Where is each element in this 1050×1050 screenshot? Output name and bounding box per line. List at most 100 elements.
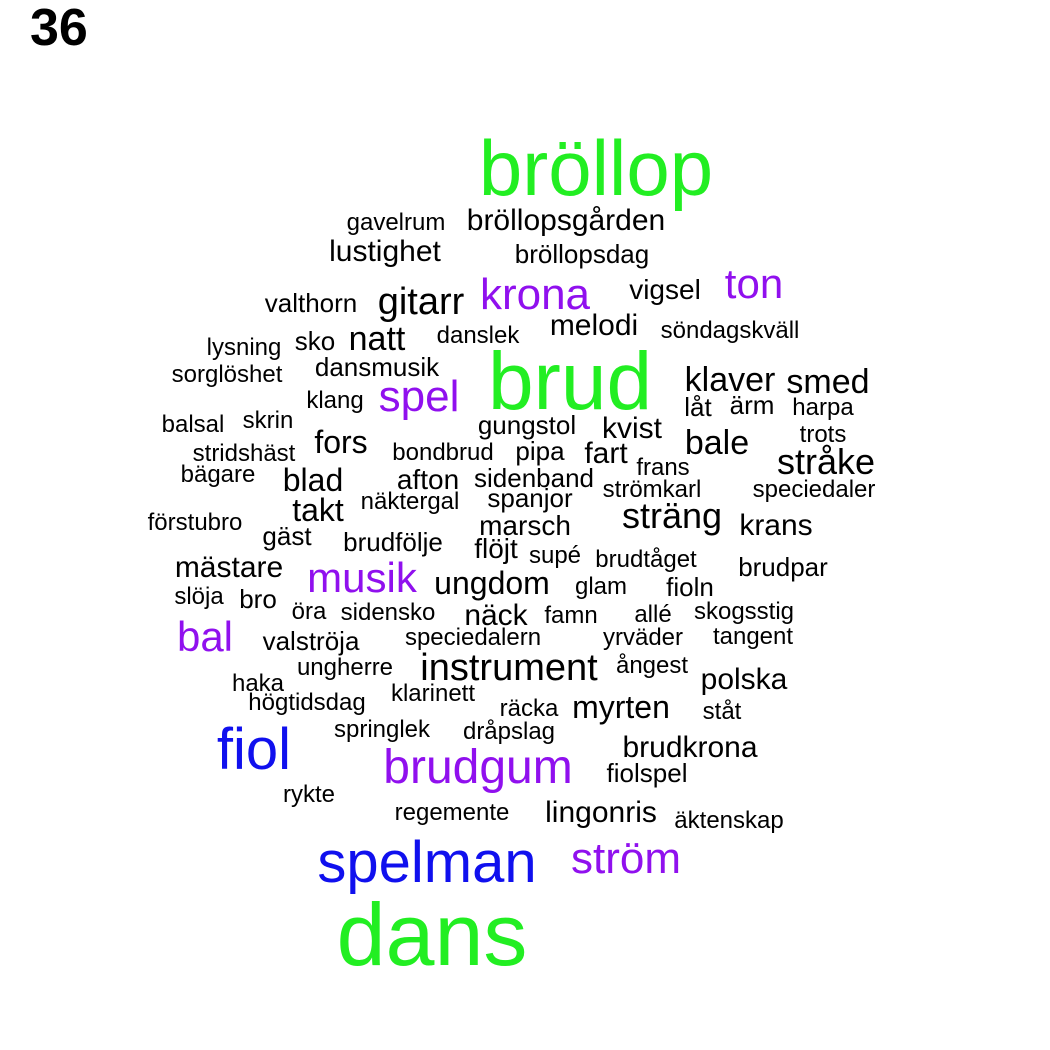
cloud-word: bröllop (478, 124, 714, 212)
cloud-word: afton (396, 464, 460, 495)
panel-number: 36 (30, 0, 88, 57)
cloud-word: regemente (394, 799, 510, 826)
cloud-word: brudfölje (343, 527, 443, 557)
cloud-word: högtidsdag (248, 689, 366, 716)
cloud-word: bale (684, 424, 750, 462)
cloud-word: blad (282, 462, 344, 498)
cloud-word: gavelrum (346, 209, 446, 236)
cloud-word: lingonris (545, 796, 657, 829)
cloud-word: brud (487, 336, 653, 427)
cloud-word: gitarr (377, 281, 465, 323)
cloud-word: skrin (242, 407, 294, 434)
cloud-word: musik (307, 554, 417, 601)
cloud-word: harpa (792, 394, 854, 421)
cloud-word: valströja (262, 626, 360, 656)
cloud-word: öra (291, 598, 327, 625)
cloud-word: gungstol (477, 410, 577, 440)
cloud-word: glam (574, 573, 628, 600)
cloud-word: polska (700, 663, 788, 696)
cloud-word: sko (294, 326, 336, 356)
cloud-word: rykte (282, 781, 336, 808)
cloud-word: brudgum (383, 741, 573, 794)
cloud-word: ungdom (434, 565, 550, 601)
cloud-word: lustighet (329, 235, 441, 268)
cloud-word: skogsstig (693, 598, 795, 625)
cloud-word: ångest (615, 652, 689, 679)
cloud-word: yrväder (602, 624, 684, 651)
cloud-word: sidensko (340, 599, 436, 626)
cloud-word: krona (479, 270, 591, 319)
cloud-word: slöja (174, 583, 224, 610)
cloud-word: mästare (174, 551, 284, 584)
cloud-word: melodi (549, 309, 639, 342)
cloud-word: förstubro (147, 509, 243, 536)
cloud-word: fiol (216, 717, 292, 782)
cloud-word: haka (231, 670, 285, 697)
cloud-word: sträng (621, 495, 723, 536)
cloud-word: myrten (572, 689, 670, 725)
cloud-word: brudkrona (622, 731, 758, 764)
cloud-word: frans (636, 454, 690, 481)
cloud-word: dansmusik (314, 352, 440, 382)
cloud-word: söndagskväll (660, 317, 800, 344)
cloud-word: spel (378, 372, 460, 421)
cloud-word: ståt (702, 698, 742, 725)
cloud-word: ton (724, 260, 784, 307)
cloud-word: marsch (479, 510, 571, 541)
cloud-word: ungherre (296, 654, 394, 681)
cloud-word: räcka (499, 695, 559, 722)
cloud-word: bröllopsdag (514, 239, 650, 269)
cloud-word: äktenskap (674, 807, 784, 834)
cloud-word: kvist (602, 412, 662, 445)
cloud-word: fioln (666, 572, 714, 602)
cloud-word: instrument (420, 647, 598, 689)
cloud-word: stridshäst (192, 440, 296, 467)
cloud-word: sorglöshet (171, 361, 283, 388)
cloud-word: brudpar (738, 552, 828, 582)
cloud-word: bal (176, 613, 234, 660)
cloud-word: smed (786, 363, 870, 401)
cloud-word: ström (571, 834, 681, 883)
cloud-word: brudtåget (595, 546, 697, 573)
cloud-word: fiolspel (606, 758, 688, 788)
cloud-word: flöjt (474, 533, 518, 564)
cloud-word: klang (306, 387, 364, 414)
cloud-word: ärm (729, 390, 775, 420)
cloud-word: låt (684, 392, 712, 422)
cloud-word: vigsel (629, 274, 701, 305)
cloud-word: stråke (776, 441, 876, 482)
cloud-word: dråpslag (462, 718, 556, 745)
cloud-word: famn (544, 602, 598, 629)
cloud-word: klaver (684, 361, 776, 399)
cloud-word: sidenband (474, 463, 594, 493)
cloud-word: krans (739, 509, 813, 542)
cloud-word: bro (239, 584, 277, 614)
cloud-word: gäst (262, 521, 312, 551)
cloud-word: näck (464, 599, 528, 632)
cloud-word: klarinett (390, 680, 476, 707)
cloud-word: takt (292, 492, 344, 528)
cloud-word: danslek (436, 322, 520, 349)
cloud-word: natt (348, 320, 406, 358)
cloud-word: strömkarl (602, 476, 702, 503)
cloud-word: allé (634, 601, 672, 628)
cloud-word: trots (799, 421, 847, 448)
cloud-word: bröllopsgården (466, 204, 666, 237)
cloud-word: dans (336, 885, 528, 984)
cloud-word: lysning (206, 334, 282, 361)
cloud-word: pipa (515, 436, 565, 466)
cloud-word: spelman (317, 830, 537, 895)
cloud-word: springlek (333, 716, 431, 743)
cloud-word: speciedalern (404, 624, 542, 651)
cloud-word: supé (528, 542, 582, 569)
cloud-word: bondbrud (392, 439, 494, 466)
cloud-word: tangent (712, 623, 794, 650)
cloud-word: fart (584, 437, 628, 470)
cloud-word: balsal (161, 411, 225, 438)
cloud-word: valthorn (264, 288, 358, 318)
cloud-word: spanjor (487, 483, 573, 513)
cloud-word: fors (314, 424, 368, 460)
cloud-word: speciedaler (752, 476, 876, 503)
cloud-word: näktergal (360, 488, 460, 515)
